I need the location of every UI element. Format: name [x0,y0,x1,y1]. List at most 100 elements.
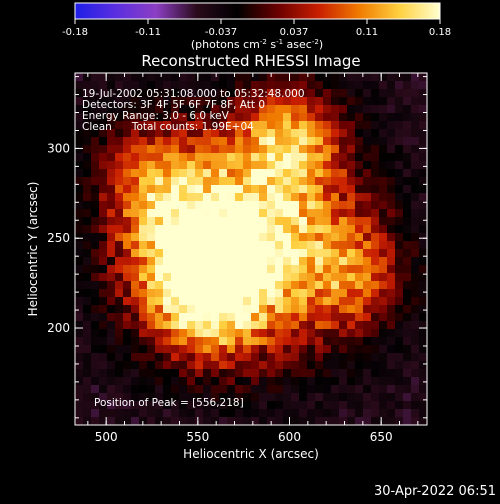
heatmap-cell [347,345,356,354]
heatmap-cell [243,417,252,425]
heatmap-cell [219,297,228,306]
heatmap-cell [403,241,412,250]
heatmap-cell [155,137,164,146]
heatmap-cell [363,353,372,362]
heatmap-cell [227,113,236,122]
heatmap-cell [275,385,284,394]
heatmap-cell [371,297,380,306]
heatmap-cell [307,137,316,146]
heatmap-cell [395,89,404,98]
heatmap-cell [171,241,180,250]
heatmap-cell [187,385,196,394]
heatmap-cell [339,297,348,306]
heatmap-cell [91,113,100,122]
heatmap-cell [123,129,132,138]
heatmap-cell [211,105,220,114]
heatmap-cell [171,193,180,202]
heatmap-cell [163,369,172,378]
heatmap-cell [371,185,380,194]
heatmap-cell [179,201,188,210]
heatmap-cell [243,377,252,386]
heatmap-cell [123,281,132,290]
heatmap-cell [259,321,268,330]
heatmap-cell [387,225,396,234]
heatmap-cell [155,193,164,202]
heatmap-cell [323,89,332,98]
heatmap-cell [251,329,260,338]
heatmap-cell [155,161,164,170]
heatmap-cell [99,73,108,82]
heatmap-cell [395,313,404,322]
heatmap-cell [171,321,180,330]
heatmap-cell [123,185,132,194]
heatmap-cell [203,81,212,90]
heatmap-cell [75,393,84,402]
heatmap-cell [75,193,84,202]
heatmap-cell [411,97,420,106]
heatmap-cell [355,377,364,386]
heatmap-cell [275,81,284,90]
heatmap-cell [123,289,132,298]
heatmap-cell [363,193,372,202]
heatmap-cell [379,313,388,322]
heatmap-cell [307,97,316,106]
heatmap-cell [267,161,276,170]
heatmap-cell [283,313,292,322]
heatmap-cell [379,273,388,282]
colorbar-tick-label: -0.18 [62,27,88,38]
heatmap-cell [291,417,300,425]
heatmap-cell [411,161,420,170]
heatmap-cell [355,297,364,306]
heatmap-cell [411,209,420,218]
heatmap-cell [179,81,188,90]
heatmap-cell [179,217,188,226]
heatmap-cell [195,97,204,106]
heatmap-cell [195,233,204,242]
heatmap-cell [187,401,196,410]
heatmap-cell [187,377,196,386]
heatmap-cell [315,289,324,298]
heatmap-cell [419,289,427,298]
heatmap-cell [203,145,212,154]
heatmap-cell [331,289,340,298]
heatmap-cell [323,369,332,378]
info-line-energy: Energy Range: 3.0 - 6.0 keV [82,110,230,122]
heatmap-cell [155,377,164,386]
heatmap-cell [219,225,228,234]
heatmap-cell [275,113,284,122]
heatmap-cell [219,273,228,282]
heatmap-cell [363,137,372,146]
heatmap-cell [187,217,196,226]
heatmap-cell [291,73,300,82]
heatmap-cell [99,409,108,418]
heatmap-cell [147,329,156,338]
heatmap-cell [387,401,396,410]
heatmap-cell [99,161,108,170]
heatmap-cell [99,361,108,370]
heatmap-cell [91,177,100,186]
heatmap-cell [259,121,268,130]
heatmap-cell [195,105,204,114]
heatmap-cell [299,385,308,394]
heatmap-cell [355,201,364,210]
heatmap-cell [211,385,220,394]
heatmap-cell [251,193,260,202]
heatmap-cell [387,385,396,394]
heatmap-cell [283,177,292,186]
heatmap-cell [211,409,220,418]
heatmap-cell [115,297,124,306]
heatmap-cell [163,129,172,138]
heatmap-cell [171,185,180,194]
heatmap-cell [387,145,396,154]
heatmap-cell [147,225,156,234]
heatmap-cell [163,273,172,282]
heatmap-cell [83,145,92,154]
heatmap-cell [371,265,380,274]
heatmap-cell [323,73,332,82]
heatmap-cell [83,169,92,178]
heatmap-cell [251,105,260,114]
heatmap-cell [235,73,244,82]
heatmap-cell [75,409,84,418]
heatmap-cell [123,393,132,402]
heatmap-cell [147,369,156,378]
